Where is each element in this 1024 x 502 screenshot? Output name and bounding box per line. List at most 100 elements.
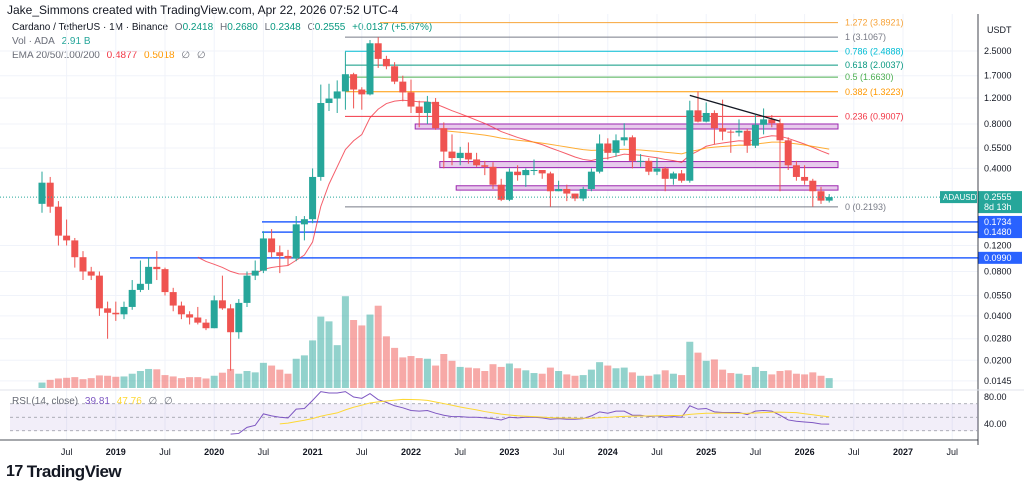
symbol-name[interactable]: Cardano / TetherUS · 1M · Binance xyxy=(12,22,169,33)
volume-bar xyxy=(743,375,751,388)
candle-body xyxy=(801,176,809,181)
volume-bar xyxy=(177,378,185,388)
candle-body xyxy=(136,283,144,290)
volume-bar xyxy=(292,358,300,388)
volume-label: Vol · ADA xyxy=(12,36,55,47)
volume-bar xyxy=(276,369,284,388)
candle-body xyxy=(727,131,735,133)
high-label: H xyxy=(219,22,228,33)
volume-bar xyxy=(702,360,710,388)
candle-body xyxy=(473,159,481,166)
price-level-label: 0.0990 xyxy=(984,253,1012,263)
volume-bar xyxy=(596,362,604,388)
last-price-label: 0.2555 xyxy=(984,192,1012,202)
volume-bar xyxy=(661,370,669,388)
volume-bar xyxy=(719,369,727,388)
candle-body xyxy=(423,101,431,113)
volume-bar xyxy=(645,375,653,388)
volume-bar xyxy=(235,373,243,388)
time-tick: Jul xyxy=(651,447,663,457)
volume-bar xyxy=(579,375,587,388)
candle-body xyxy=(243,275,251,303)
volume-bar xyxy=(120,376,128,388)
candle-body xyxy=(571,193,579,199)
volume-bar xyxy=(628,372,636,388)
candle-body xyxy=(432,101,440,129)
candle-body xyxy=(694,110,702,122)
time-tick: Jul xyxy=(848,447,860,457)
rsi-extra-1: ∅ xyxy=(148,396,158,407)
price-level-label: 0.1480 xyxy=(984,227,1012,237)
ema20-value: 0.4877 xyxy=(106,50,138,61)
volume-bar xyxy=(95,375,103,388)
tradingview-logo-icon: 17 xyxy=(6,463,23,480)
candle-body xyxy=(407,92,415,107)
fib-level-label: 0.618 (2.0037) xyxy=(845,60,904,70)
candle-body xyxy=(292,224,300,259)
volume-bar xyxy=(350,320,358,388)
volume-bar xyxy=(620,367,628,388)
price-level-badge xyxy=(978,226,1022,239)
volume-bar xyxy=(194,377,202,388)
candle-body xyxy=(620,137,628,141)
time-tick: 2024 xyxy=(598,447,618,457)
volume-bar xyxy=(514,368,522,388)
volume-legend[interactable]: Vol · ADA 2.91 B xyxy=(12,36,95,47)
price-tick: 0.0800 xyxy=(984,266,1012,276)
volume-bar xyxy=(473,368,481,388)
price-tick: 0.8000 xyxy=(984,119,1012,129)
countdown-label: 8d 13h xyxy=(984,202,1012,212)
volume-bar xyxy=(366,314,374,388)
candle-body xyxy=(497,184,505,200)
high-value: 0.2680 xyxy=(227,22,258,33)
candle-body xyxy=(809,180,817,192)
volume-bar xyxy=(678,375,686,388)
tradingview-logo[interactable]: 17 TradingView xyxy=(6,462,122,481)
candle-body xyxy=(456,152,464,159)
candle-body xyxy=(505,171,513,200)
volume-bar xyxy=(415,358,423,388)
rsi-legend[interactable]: RSI (14, close) 39.81 47.76 ∅ ∅ xyxy=(12,396,177,407)
volume-bar xyxy=(768,374,776,388)
candle-body xyxy=(481,165,489,167)
candle-body xyxy=(235,302,243,333)
volume-bar xyxy=(317,316,325,388)
candle-body xyxy=(760,119,768,125)
volume-bar xyxy=(735,373,743,388)
price-level-badge xyxy=(978,215,1022,228)
ema200-value: ∅ xyxy=(196,50,206,61)
candle-body xyxy=(46,182,54,207)
volume-bar xyxy=(432,365,440,388)
symbol-badge xyxy=(940,191,977,204)
volume-bar xyxy=(79,379,87,388)
volume-bar xyxy=(792,373,800,388)
candle-body xyxy=(563,188,571,194)
rsi-ma-value: 47.76 xyxy=(116,396,142,407)
volume-bar xyxy=(128,373,136,388)
volume-bar xyxy=(284,373,292,388)
price-tick: 2.5000 xyxy=(984,46,1012,56)
candle-body xyxy=(538,170,546,174)
candle-body xyxy=(817,191,825,201)
candle-body xyxy=(350,74,358,90)
rsi-label: RSI (14, close) xyxy=(12,396,79,407)
low-label: L xyxy=(264,22,271,33)
volume-bar xyxy=(268,365,276,388)
volume-bar xyxy=(686,341,694,388)
candle-body xyxy=(186,314,194,318)
volume-bar xyxy=(309,340,317,388)
candle-body xyxy=(104,308,112,313)
symbol-badge-label: ADAUSDT xyxy=(943,193,981,202)
volume-bar xyxy=(538,373,546,388)
volume-bar xyxy=(653,374,661,388)
price-tick: 1.2000 xyxy=(984,93,1012,103)
candle-body xyxy=(128,289,136,307)
volume-bar xyxy=(612,368,620,388)
volume-bar xyxy=(325,321,333,388)
chart-credit: Jake_Simmons created with TradingView.co… xyxy=(7,3,399,17)
candle-body xyxy=(743,130,751,146)
ema-legend[interactable]: EMA 20/50/100/200 0.4877 0.5018 ∅ ∅ xyxy=(12,50,210,61)
candle-body xyxy=(251,270,259,276)
candle-body xyxy=(358,89,366,95)
